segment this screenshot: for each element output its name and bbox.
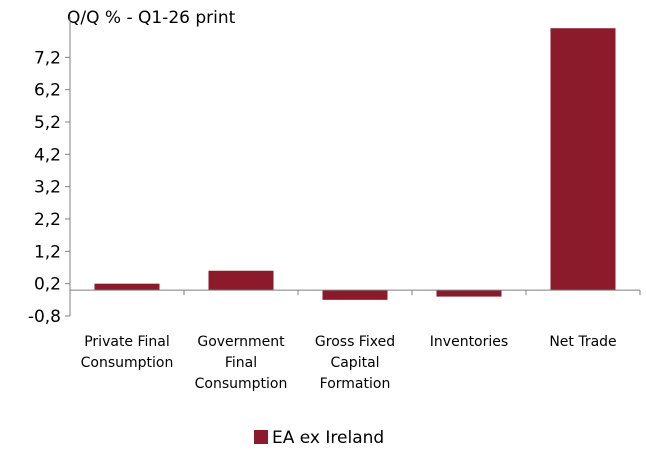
- category-label: Private Final Consumption: [81, 334, 174, 371]
- category-label-line: Inventories: [430, 334, 508, 350]
- bar: [322, 290, 388, 300]
- category-label-line: Government: [197, 334, 285, 350]
- category-label-line: Net Trade: [549, 334, 616, 350]
- legend: EA ex Ireland: [254, 428, 384, 448]
- category-label-line: Private Final: [84, 334, 170, 350]
- y-tick-label: -0,8: [28, 307, 61, 327]
- x-axis: [69, 289, 641, 296]
- y-tick-label: 2,2: [34, 210, 61, 230]
- bar: [436, 290, 502, 297]
- chart-title: Q/Q % - Q1-26 print: [67, 8, 236, 28]
- category-label-line: Gross Fixed: [315, 334, 395, 350]
- category-label-line: Capital: [330, 355, 379, 371]
- y-tick-label: 0,2: [34, 275, 61, 295]
- bars: [94, 28, 616, 300]
- y-axis: -0,8 0,2 1,2 2,2 3,2 4,2 5,2 6,2 7,2: [28, 17, 71, 327]
- legend-label: EA ex Ireland: [272, 428, 384, 448]
- y-tick-label: 4,2: [34, 145, 61, 165]
- y-tick-label: 7,2: [34, 48, 61, 68]
- y-tick-label: 1,2: [34, 242, 61, 262]
- bar: [94, 283, 160, 291]
- y-tick-label: 5,2: [34, 113, 61, 133]
- category-label-line: Consumption: [81, 355, 174, 371]
- category-label: Gross Fixed Capital Formation: [315, 334, 395, 392]
- category-label-line: Formation: [320, 376, 391, 392]
- category-label-line: Consumption: [195, 376, 288, 392]
- legend-swatch: [254, 430, 268, 444]
- category-labels: Private Final Consumption Government Final C…: [81, 334, 617, 392]
- category-label: Inventories: [430, 334, 508, 350]
- y-tick-label: 6,2: [34, 81, 61, 101]
- y-tick-label: 3,2: [34, 178, 61, 198]
- category-label-line: Final: [225, 355, 257, 371]
- bar: [550, 28, 616, 291]
- category-label: Government Final Consumption: [195, 334, 288, 392]
- category-label: Net Trade: [549, 334, 616, 350]
- bar: [208, 270, 274, 291]
